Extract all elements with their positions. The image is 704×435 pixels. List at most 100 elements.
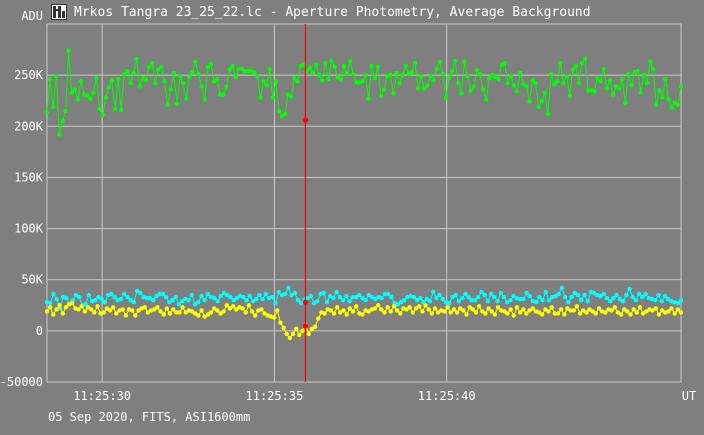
data-point xyxy=(66,48,71,53)
data-point xyxy=(524,311,529,316)
data-point xyxy=(514,305,520,310)
data-point xyxy=(476,294,481,300)
data-point xyxy=(165,102,170,108)
data-point xyxy=(487,76,492,81)
data-point xyxy=(270,294,275,300)
data-point xyxy=(306,331,311,337)
data-point xyxy=(369,294,375,300)
data-point xyxy=(353,304,359,309)
data-point xyxy=(134,56,139,61)
data-point xyxy=(323,60,328,66)
data-point xyxy=(534,300,539,305)
data-point xyxy=(614,292,619,298)
data-point xyxy=(170,298,175,303)
data-point xyxy=(77,294,82,300)
data-point xyxy=(326,77,331,82)
data-point xyxy=(603,310,608,315)
data-point xyxy=(552,82,557,87)
data-point xyxy=(432,306,438,311)
x-tick-label: 11:25:30 xyxy=(73,389,131,403)
data-point xyxy=(391,304,397,309)
data-point xyxy=(176,302,182,307)
data-point xyxy=(230,63,235,69)
data-point xyxy=(70,301,75,306)
data-point xyxy=(44,309,50,314)
data-point xyxy=(536,310,542,315)
data-point xyxy=(337,294,343,300)
data-point xyxy=(86,292,92,298)
data-point xyxy=(154,293,159,299)
data-point xyxy=(196,71,201,77)
data-point xyxy=(155,305,160,310)
data-point xyxy=(382,310,387,315)
data-point xyxy=(119,107,124,113)
data-point xyxy=(186,298,191,303)
data-point xyxy=(479,289,484,295)
data-point xyxy=(253,313,258,318)
data-point xyxy=(92,310,97,315)
data-point xyxy=(341,308,346,313)
data-point xyxy=(157,291,162,297)
data-point xyxy=(643,291,648,297)
data-point xyxy=(97,106,102,112)
data-point xyxy=(539,98,544,103)
data-point xyxy=(286,285,291,291)
data-point xyxy=(413,306,419,311)
data-point xyxy=(585,299,590,304)
data-point xyxy=(505,311,510,316)
data-point xyxy=(234,295,240,301)
data-point xyxy=(312,324,318,329)
data-point xyxy=(295,79,300,84)
data-point xyxy=(656,292,661,298)
y-axis-label: ADU xyxy=(21,9,43,23)
data-point xyxy=(75,97,81,102)
data-point xyxy=(57,303,62,308)
data-point xyxy=(618,312,624,317)
data-point xyxy=(240,306,245,311)
x-tick-label: 11:25:40 xyxy=(418,389,476,403)
data-point xyxy=(407,305,412,310)
data-point xyxy=(379,307,384,312)
data-point xyxy=(174,310,179,315)
data-point xyxy=(620,299,626,304)
data-point xyxy=(224,303,229,308)
data-point xyxy=(307,65,313,71)
data-point xyxy=(180,81,186,86)
data-point xyxy=(431,78,436,83)
data-point xyxy=(273,301,278,306)
data-point xyxy=(350,309,356,314)
data-point xyxy=(575,292,581,298)
data-point xyxy=(394,308,400,313)
data-point xyxy=(533,81,538,86)
data-point xyxy=(140,76,146,81)
data-point xyxy=(604,295,610,301)
data-point xyxy=(208,294,214,300)
data-point xyxy=(521,296,526,302)
cursor-marker xyxy=(302,323,309,329)
data-point xyxy=(644,81,650,86)
data-point xyxy=(385,291,391,297)
data-point xyxy=(60,119,65,124)
data-point xyxy=(329,58,334,63)
data-point xyxy=(427,299,433,304)
data-point xyxy=(228,294,233,300)
window-title: Mrkos Tangra 23_25_22.lc - Aperture Phot… xyxy=(74,5,591,20)
data-point xyxy=(486,306,491,311)
data-point xyxy=(527,308,532,313)
data-point xyxy=(678,84,684,89)
data-point xyxy=(257,292,262,298)
data-point xyxy=(103,95,109,100)
data-point xyxy=(202,97,207,102)
data-point xyxy=(445,305,450,310)
data-point xyxy=(633,298,639,303)
data-point xyxy=(417,304,422,309)
data-point xyxy=(215,308,220,313)
data-point xyxy=(63,305,69,310)
data-point xyxy=(247,293,252,299)
data-point xyxy=(675,102,681,108)
data-point xyxy=(397,81,402,86)
data-point xyxy=(289,94,294,99)
data-point xyxy=(561,81,566,86)
data-point xyxy=(601,66,606,72)
